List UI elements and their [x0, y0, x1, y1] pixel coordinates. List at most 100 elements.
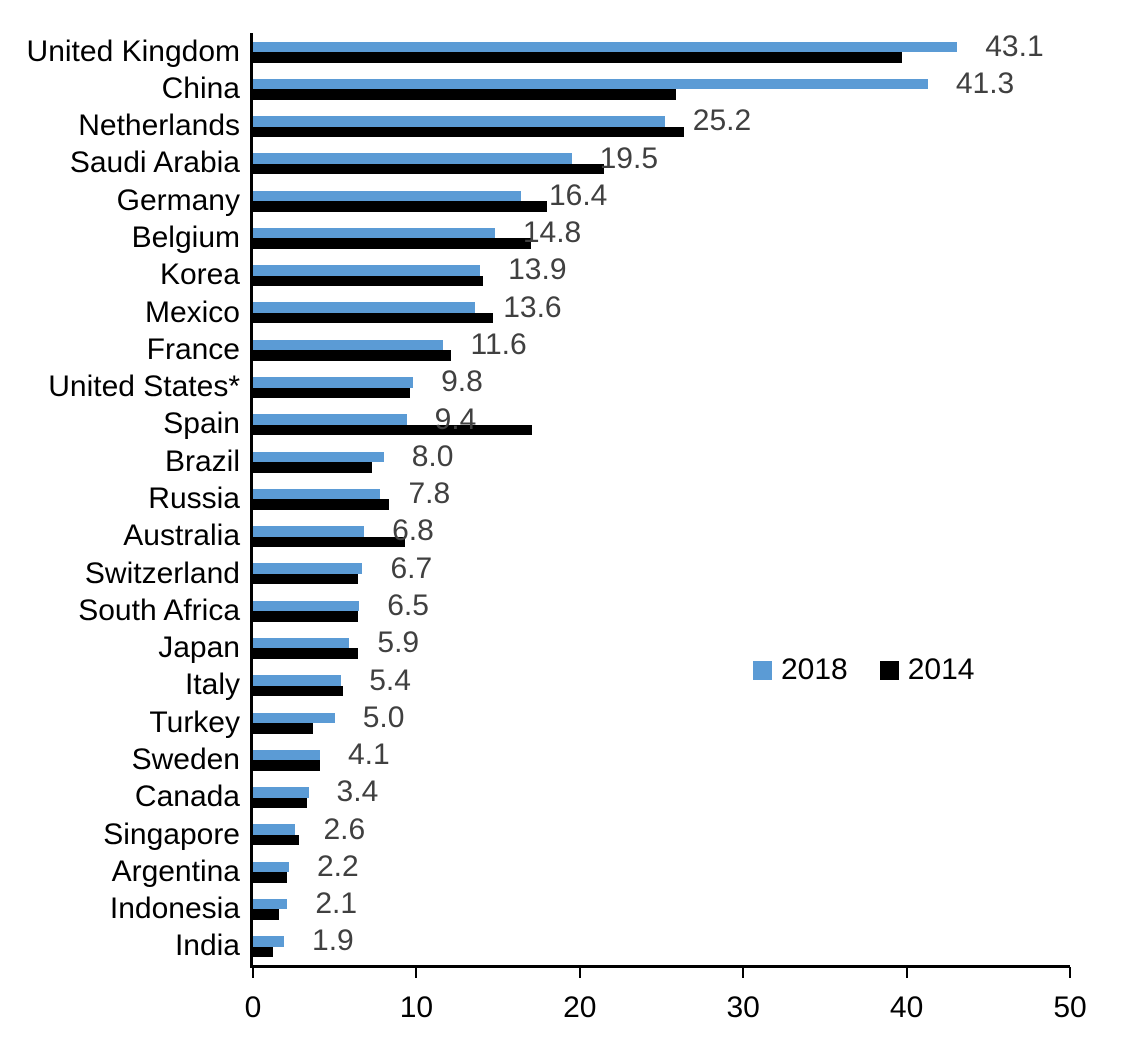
bar-2014	[253, 350, 451, 361]
bar-2018	[253, 712, 335, 724]
category-label: Italy	[184, 668, 240, 702]
bar-2018	[253, 787, 309, 798]
value-label: 5.0	[362, 700, 405, 734]
value-label: 6.8	[392, 514, 434, 548]
value-label: 25.2	[692, 104, 752, 138]
bar-2018	[253, 936, 285, 947]
x-axis-tick	[742, 967, 745, 978]
bar-2014	[253, 536, 405, 548]
value-label: 2.2	[316, 849, 359, 883]
category-label: South Africa	[78, 593, 240, 627]
bar-2014	[253, 424, 533, 436]
bar-2014	[253, 909, 280, 920]
value-label: 5.4	[369, 663, 411, 697]
category-label: Saudi Arabia	[69, 146, 240, 180]
category-label: Singapore	[103, 817, 240, 851]
x-axis-tick	[252, 967, 254, 978]
value-label: 3.4	[336, 775, 379, 809]
bar-2018	[253, 563, 363, 574]
value-label: 41.3	[955, 67, 1015, 101]
x-axis-tick	[415, 967, 418, 978]
bar-2014	[253, 462, 373, 473]
category-label: Australia	[123, 519, 240, 553]
value-label: 9.4	[434, 402, 477, 436]
bar-2014	[253, 52, 902, 63]
value-label: 8.0	[411, 439, 454, 473]
category-label: Spain	[163, 407, 240, 441]
bar-2014	[253, 946, 273, 958]
category-label: Indonesia	[109, 892, 240, 926]
value-label: 16.4	[548, 178, 608, 212]
x-axis-tick-label: 30	[726, 991, 760, 1024]
value-label: 13.9	[508, 253, 567, 287]
category-label: Switzerland	[84, 556, 240, 590]
value-label: 43.1	[985, 29, 1044, 63]
bar-2018	[253, 861, 289, 873]
value-label: 6.7	[390, 551, 433, 585]
legend-label-2018: 2018	[781, 653, 848, 686]
bar-2018	[253, 41, 958, 52]
bar-2014	[253, 163, 605, 175]
bar-2014	[253, 201, 548, 212]
bar-2014	[253, 499, 389, 510]
plot-area: 43.1 41.3 25.2 19.5 16.4 14.8 13.9 13.6 11.6 9.8 9…	[250, 29, 1070, 968]
bar-2018	[253, 600, 360, 612]
legend-swatch-2014-icon	[879, 660, 899, 680]
legend-item-2018: 2018	[753, 653, 848, 687]
category-label: India	[174, 929, 240, 963]
x-axis-tick	[905, 967, 908, 978]
legend-swatch-2018-icon	[753, 660, 772, 680]
legend-item-2014: 2014	[879, 653, 975, 687]
category-label: Mexico	[144, 295, 240, 329]
category-label: United States*	[48, 370, 240, 404]
bar-2018	[253, 526, 365, 537]
x-axis-tick-label: 40	[889, 991, 924, 1024]
category-label: Korea	[159, 258, 240, 292]
value-label: 5.9	[377, 626, 420, 660]
bar-2018	[253, 414, 407, 425]
bar-2014	[253, 872, 288, 883]
category-label: Netherlands	[78, 109, 240, 143]
category-label: Turkey	[149, 705, 240, 739]
bar-2018	[253, 265, 481, 276]
bar-2018	[253, 675, 342, 686]
bar-2014	[253, 685, 343, 697]
value-label: 1.9	[312, 924, 354, 958]
bar-2018	[253, 749, 320, 761]
x-axis-tick-label: 0	[244, 991, 262, 1024]
bar-2018	[253, 377, 414, 388]
bar-2014	[253, 312, 494, 324]
bar-2018	[253, 637, 350, 649]
value-label: 9.8	[441, 365, 483, 399]
category-label: China	[161, 71, 240, 105]
legend-label-2014: 2014	[907, 653, 975, 686]
bar-2018	[253, 153, 572, 164]
category-label: Sweden	[131, 742, 240, 776]
bar-2014	[253, 611, 358, 622]
bar-2014	[253, 760, 320, 771]
value-label: 6.5	[387, 588, 429, 622]
x-axis-tick-label: 10	[399, 991, 434, 1024]
value-label: 4.1	[347, 738, 390, 772]
bar-2018	[253, 898, 288, 910]
bar-2014	[253, 834, 299, 846]
bar-2014	[253, 275, 484, 287]
value-label: 2.6	[323, 812, 366, 846]
category-label: Argentina	[111, 854, 240, 888]
bar-2014	[253, 126, 685, 138]
bar-2014	[253, 89, 677, 100]
bar-2014	[253, 648, 358, 659]
bar-2014	[253, 238, 531, 249]
category-label: Japan	[158, 631, 240, 665]
value-label: 7.8	[408, 477, 451, 511]
legend: 2018 2014	[753, 653, 975, 687]
bar-2018	[253, 339, 443, 351]
bar-2018	[253, 302, 476, 313]
bar-2018	[253, 116, 665, 127]
value-label: 11.6	[470, 327, 527, 361]
value-label: 19.5	[599, 141, 659, 175]
x-axis-tick	[578, 967, 581, 978]
value-label: 13.6	[503, 290, 562, 324]
bar-2018	[253, 78, 928, 90]
